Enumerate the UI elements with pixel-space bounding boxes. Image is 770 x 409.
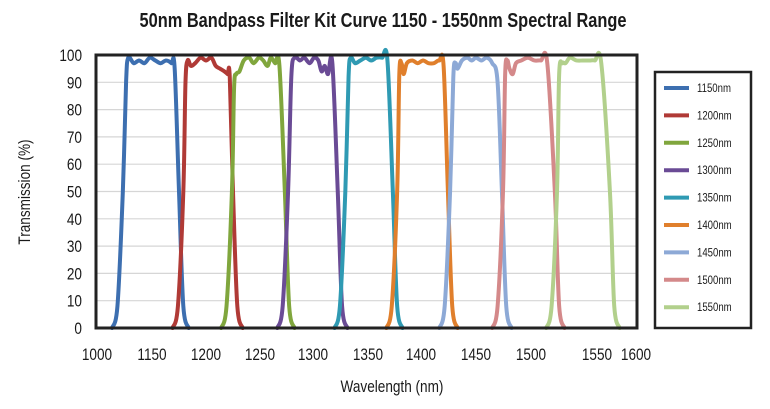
y-tick-label: 60 xyxy=(67,156,82,175)
series-line-1400nm xyxy=(384,52,460,330)
y-tick-label: 40 xyxy=(67,210,82,229)
y-tick-labels: 0 10 20 30 40 50 60 70 80 90 100 xyxy=(59,47,82,339)
legend-label: 1200nm xyxy=(697,109,732,122)
series-line-1250nm xyxy=(219,54,297,330)
x-tick-label: 1600 xyxy=(621,346,651,365)
y-tick-label: 0 xyxy=(74,320,82,339)
x-tick-label: 1200 xyxy=(191,346,221,365)
x-tick-label: 1400 xyxy=(406,346,436,365)
x-tick-label: 1450 xyxy=(461,346,491,365)
chart-title: 50nm Bandpass Filter Kit Curve 1150 - 15… xyxy=(139,8,626,31)
x-axis-label: Wavelength (nm) xyxy=(341,378,444,397)
legend-label: 1300nm xyxy=(697,164,732,177)
series-line-1200nm xyxy=(170,55,245,330)
series-line-1150nm xyxy=(110,55,191,330)
x-tick-label: 1300 xyxy=(298,346,328,365)
series-line-1450nm xyxy=(437,55,514,330)
x-tick-label: 1500 xyxy=(516,346,546,365)
y-tick-label: 20 xyxy=(67,265,82,284)
x-tick-label: 1250 xyxy=(245,346,275,365)
legend-label: 1350nm xyxy=(697,192,732,205)
legend-label: 1500nm xyxy=(697,274,732,287)
legend-label: 1250nm xyxy=(697,137,732,150)
y-tick-label: 80 xyxy=(67,101,82,120)
legend: 1150nm 1200nm 1250nm 1300nm 1350nm 1400nm 1450… xyxy=(664,82,732,315)
x-tick-label: 1150 xyxy=(137,346,166,365)
y-tick-label: 70 xyxy=(67,129,82,148)
legend-label: 1150nm xyxy=(697,82,731,95)
y-tick-label: 90 xyxy=(67,74,82,93)
y-tick-label: 30 xyxy=(67,238,82,257)
legend-label: 1400nm xyxy=(697,219,732,232)
plot-frame xyxy=(94,53,639,330)
series-line-1350nm xyxy=(332,47,405,330)
gridlines xyxy=(97,81,636,302)
y-tick-label: 10 xyxy=(67,292,82,311)
x-tick-label: 1550 xyxy=(582,346,612,365)
series-line-1500nm xyxy=(490,50,567,330)
x-tick-labels: 1000 1150 1200 1250 1300 1350 1400 1450 1500 1550… xyxy=(82,346,651,365)
y-tick-label: 100 xyxy=(59,47,82,66)
series-curves xyxy=(110,47,622,330)
y-tick-label: 50 xyxy=(67,183,82,202)
x-tick-label: 1000 xyxy=(82,346,112,365)
y-axis-label: Transmission (%) xyxy=(16,139,35,244)
legend-label: 1450nm xyxy=(697,246,732,259)
series-line-1550nm xyxy=(544,50,622,330)
x-tick-label: 1350 xyxy=(353,346,383,365)
series-line-1300nm xyxy=(275,54,350,330)
legend-label: 1550nm xyxy=(697,301,732,314)
